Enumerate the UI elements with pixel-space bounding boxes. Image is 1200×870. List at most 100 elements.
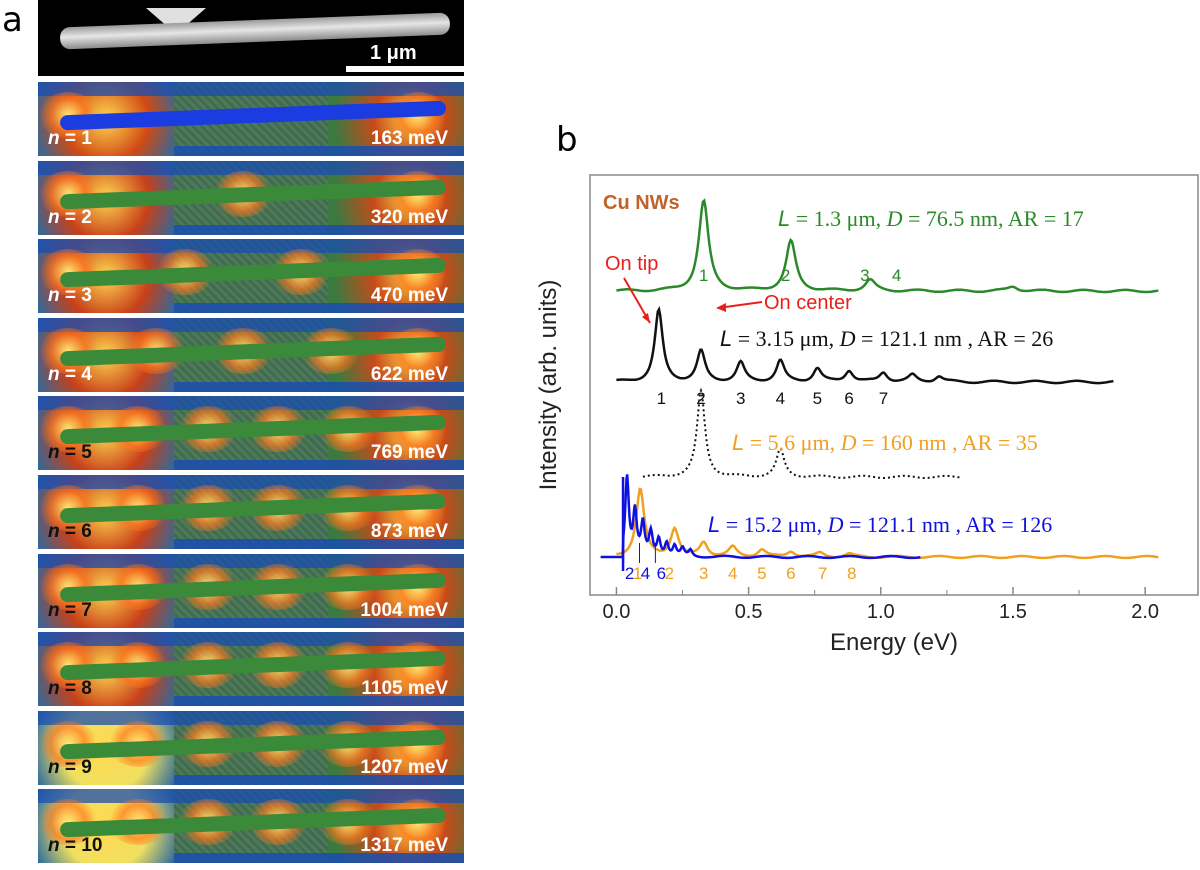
mode-index-label: 5 bbox=[757, 564, 766, 583]
mode-n-symbol: n bbox=[48, 756, 60, 778]
mode-number-label: n = 6 bbox=[48, 521, 92, 543]
mode-index-label: 4 bbox=[728, 564, 737, 583]
mode-n-symbol: n bbox=[48, 521, 60, 542]
mode-index-label: 6 bbox=[786, 564, 795, 583]
mode-energy-label: 769 meV bbox=[370, 442, 448, 464]
mode-n-symbol: n bbox=[48, 599, 60, 621]
mode-index-label: 2 bbox=[781, 266, 790, 285]
mode-index-label: 3 bbox=[736, 389, 745, 408]
x-tick-label: 2.0 bbox=[1131, 601, 1159, 623]
y-axis-label: Intensity (arb. units) bbox=[535, 280, 562, 491]
series-label-part: D bbox=[827, 512, 844, 537]
series-label-part: D bbox=[839, 326, 856, 351]
mode-energy-label: 163 meV bbox=[370, 128, 448, 149]
mode-n-symbol: n bbox=[48, 285, 60, 307]
map-bottom-band bbox=[174, 224, 464, 235]
map-top-band bbox=[38, 789, 464, 804]
mode-n-value: = 1 bbox=[64, 128, 92, 149]
map-top-band bbox=[38, 317, 464, 332]
x-tick-label: 0.5 bbox=[735, 601, 763, 623]
series-label-4: L = 5.6 μm, D = 160 nm , AR = 35 bbox=[732, 430, 1038, 455]
series-label-part: D bbox=[886, 206, 903, 231]
series-label-part: = 121.1 nm , AR = 26 bbox=[855, 326, 1053, 351]
series-label-part: = 1.3 μm, bbox=[790, 206, 886, 231]
panel-b-letter: b bbox=[556, 120, 578, 160]
plot-frame bbox=[589, 174, 1199, 596]
scale-bar-label: 1 μm bbox=[370, 42, 417, 64]
map-top-band bbox=[38, 396, 464, 411]
eels-map-n10: n = 10 1317 meV bbox=[38, 789, 464, 864]
map-bottom-band bbox=[174, 617, 464, 628]
mode-index-label: 3 bbox=[699, 564, 708, 583]
x-axis-label: Energy (eV) bbox=[830, 629, 958, 656]
mode-index-label: 6 bbox=[844, 389, 853, 408]
map-bottom-band bbox=[174, 774, 464, 785]
mode-number-label: n = 10 bbox=[48, 835, 102, 857]
map-top-band bbox=[38, 475, 464, 489]
map-top-band bbox=[38, 632, 464, 647]
series-label-1: L = 1.3 μm, D = 76.5 nm, AR = 17 bbox=[778, 206, 1084, 231]
map-bottom-band bbox=[174, 381, 464, 392]
mode-number-label: n = 7 bbox=[48, 600, 92, 622]
series-label-part: = 121.1 nm , AR = 126 bbox=[843, 512, 1052, 537]
mode-number-label: n = 1 bbox=[48, 128, 92, 150]
map-top-band bbox=[38, 160, 464, 175]
eels-map-n9: n = 9 1207 meV bbox=[38, 710, 464, 785]
map-bottom-band bbox=[174, 303, 464, 314]
mode-n-value: = 2 bbox=[64, 206, 92, 228]
mode-number-label: n = 5 bbox=[48, 442, 92, 464]
series-label-part: = 3.15 μm, bbox=[732, 326, 839, 351]
x-tick-label: 1.0 bbox=[867, 601, 895, 623]
mode-number-label: n = 3 bbox=[48, 285, 92, 307]
map-bottom-band bbox=[174, 460, 464, 471]
series-label-part: D bbox=[840, 430, 857, 455]
mode-n-symbol: n bbox=[48, 835, 60, 857]
eels-map-n8: n = 8 1105 meV bbox=[38, 632, 464, 707]
eels-map-n1: n = 1 163 meV bbox=[38, 82, 464, 156]
eels-map-n7: n = 7 1004 meV bbox=[38, 553, 464, 628]
panel-b-chart: Cu NWs Energy (eV) Intensity (arb. units… bbox=[520, 120, 1200, 680]
map-top-band bbox=[38, 710, 464, 725]
map-bottom-band bbox=[174, 696, 464, 707]
series-curve-5 bbox=[600, 474, 921, 560]
mode-n-value: = 6 bbox=[64, 521, 92, 542]
on-tip-arrowhead bbox=[642, 313, 650, 323]
mode-number-label: n = 9 bbox=[48, 757, 92, 779]
map-top-band bbox=[38, 239, 464, 254]
series-label-part: = 160 nm , AR = 35 bbox=[856, 430, 1037, 455]
mode-index-label: 8 bbox=[847, 564, 856, 583]
mode-n-symbol: n bbox=[48, 206, 60, 228]
mode-n-symbol: n bbox=[48, 678, 60, 700]
on-center-label: On center bbox=[764, 292, 852, 314]
mode-energy-label: 1317 meV bbox=[360, 835, 448, 857]
on-center-arrowhead bbox=[716, 303, 726, 312]
eels-map-n5: n = 5 769 meV bbox=[38, 396, 464, 471]
mode-index-label: 4 bbox=[776, 389, 785, 408]
mode-number-label: n = 8 bbox=[48, 678, 92, 700]
mode-energy-label: 470 meV bbox=[370, 285, 448, 307]
mode-index-label: 3 bbox=[860, 266, 869, 285]
mode-index-label: 2 bbox=[696, 389, 705, 408]
mode-index-label: 1 bbox=[699, 266, 708, 285]
series-label-5: L = 15.2 μm, D = 121.1 nm , AR = 126 bbox=[708, 512, 1052, 537]
scale-bar bbox=[346, 66, 464, 72]
mode-energy-label: 1105 meV bbox=[361, 678, 448, 700]
series-curve-2 bbox=[616, 305, 1114, 385]
mode-number-label: n = 2 bbox=[48, 207, 92, 229]
eels-map-n4: n = 4 622 meV bbox=[38, 317, 464, 392]
tem-image: 1 μm bbox=[38, 0, 464, 76]
mode-index-label: 4 bbox=[641, 564, 650, 583]
mode-n-value: = 10 bbox=[64, 835, 103, 857]
series-curve-1 bbox=[616, 198, 1159, 294]
series-label-part: = 76.5 nm, AR = 17 bbox=[902, 206, 1083, 231]
eels-map-n3: n = 3 470 meV bbox=[38, 239, 464, 314]
mode-energy-label: 873 meV bbox=[370, 521, 448, 542]
series-label-part: = 5.6 μm, bbox=[744, 430, 840, 455]
mode-n-value: = 3 bbox=[64, 285, 92, 307]
mode-n-symbol: n bbox=[48, 363, 60, 385]
series-label-part: L bbox=[732, 430, 744, 455]
mode-index-label: 6 bbox=[657, 564, 666, 583]
mode-index-label: 7 bbox=[818, 564, 827, 583]
mode-index-label: 1 bbox=[657, 389, 666, 408]
annotation-on-tip: On tip bbox=[605, 253, 658, 324]
